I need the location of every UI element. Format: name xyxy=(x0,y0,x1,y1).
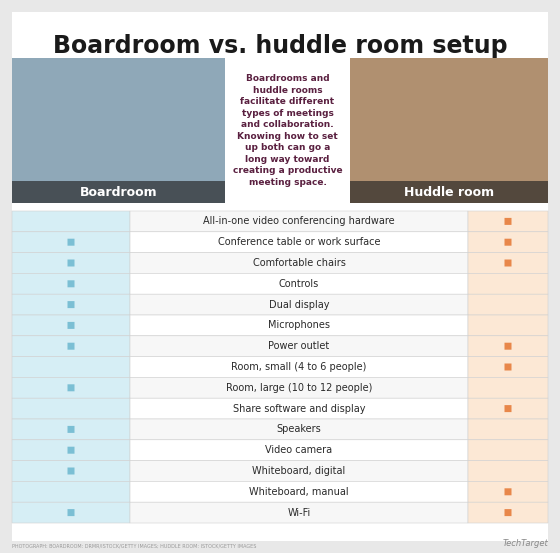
FancyBboxPatch shape xyxy=(130,398,468,419)
FancyBboxPatch shape xyxy=(468,357,548,377)
Text: Controls: Controls xyxy=(279,279,319,289)
Text: Wi-Fi: Wi-Fi xyxy=(287,508,311,518)
Text: Share software and display: Share software and display xyxy=(233,404,365,414)
FancyBboxPatch shape xyxy=(130,232,468,253)
FancyBboxPatch shape xyxy=(68,322,74,329)
FancyBboxPatch shape xyxy=(12,482,130,502)
FancyBboxPatch shape xyxy=(12,336,130,357)
Text: Room, large (10 to 12 people): Room, large (10 to 12 people) xyxy=(226,383,372,393)
FancyBboxPatch shape xyxy=(130,440,468,461)
FancyBboxPatch shape xyxy=(130,419,468,440)
FancyBboxPatch shape xyxy=(68,301,74,308)
FancyBboxPatch shape xyxy=(12,232,130,253)
FancyBboxPatch shape xyxy=(68,509,74,516)
Text: PHOTOGRAPH: BOARDROOM: DRMR/ISTOCK/GETTY IMAGES; HUDDLE ROOM: ISTOCK/GETTY IMAGE: PHOTOGRAPH: BOARDROOM: DRMR/ISTOCK/GETTY… xyxy=(12,543,256,548)
FancyBboxPatch shape xyxy=(130,357,468,377)
FancyBboxPatch shape xyxy=(468,232,548,253)
FancyBboxPatch shape xyxy=(468,377,548,398)
FancyBboxPatch shape xyxy=(12,357,130,377)
FancyBboxPatch shape xyxy=(130,294,468,315)
Text: Dual display: Dual display xyxy=(269,300,329,310)
Text: Boardrooms and
huddle rooms
facilitate different
types of meetings
and collabora: Boardrooms and huddle rooms facilitate d… xyxy=(233,75,342,186)
Text: Speakers: Speakers xyxy=(277,424,321,435)
FancyBboxPatch shape xyxy=(12,294,130,315)
FancyBboxPatch shape xyxy=(68,426,74,433)
Text: Comfortable chairs: Comfortable chairs xyxy=(253,258,346,268)
Text: TechTarget: TechTarget xyxy=(502,539,548,548)
FancyBboxPatch shape xyxy=(130,502,468,523)
FancyBboxPatch shape xyxy=(130,273,468,294)
FancyBboxPatch shape xyxy=(130,377,468,398)
FancyBboxPatch shape xyxy=(68,384,74,392)
Text: Conference table or work surface: Conference table or work surface xyxy=(218,237,380,247)
FancyBboxPatch shape xyxy=(505,343,511,349)
Text: Whiteboard, digital: Whiteboard, digital xyxy=(253,466,346,476)
FancyBboxPatch shape xyxy=(130,315,468,336)
FancyBboxPatch shape xyxy=(12,58,225,203)
FancyBboxPatch shape xyxy=(68,343,74,349)
FancyBboxPatch shape xyxy=(12,377,130,398)
FancyBboxPatch shape xyxy=(468,253,548,273)
Text: Microphones: Microphones xyxy=(268,320,330,330)
FancyBboxPatch shape xyxy=(68,259,74,267)
FancyBboxPatch shape xyxy=(12,273,130,294)
FancyBboxPatch shape xyxy=(468,461,548,482)
FancyBboxPatch shape xyxy=(12,12,548,541)
Text: Boardroom: Boardroom xyxy=(80,185,157,199)
FancyBboxPatch shape xyxy=(68,467,74,474)
FancyBboxPatch shape xyxy=(68,239,74,246)
FancyBboxPatch shape xyxy=(12,461,130,482)
FancyBboxPatch shape xyxy=(130,336,468,357)
Text: Room, small (4 to 6 people): Room, small (4 to 6 people) xyxy=(231,362,367,372)
FancyBboxPatch shape xyxy=(505,363,511,371)
FancyBboxPatch shape xyxy=(468,273,548,294)
Text: Huddle room: Huddle room xyxy=(404,185,494,199)
Text: Power outlet: Power outlet xyxy=(268,341,330,351)
FancyBboxPatch shape xyxy=(130,253,468,273)
FancyBboxPatch shape xyxy=(468,482,548,502)
FancyBboxPatch shape xyxy=(468,294,548,315)
FancyBboxPatch shape xyxy=(12,440,130,461)
FancyBboxPatch shape xyxy=(468,502,548,523)
FancyBboxPatch shape xyxy=(12,181,225,203)
FancyBboxPatch shape xyxy=(12,502,130,523)
FancyBboxPatch shape xyxy=(12,253,130,273)
FancyBboxPatch shape xyxy=(350,181,548,203)
FancyBboxPatch shape xyxy=(130,211,468,232)
FancyBboxPatch shape xyxy=(505,488,511,495)
FancyBboxPatch shape xyxy=(468,336,548,357)
FancyBboxPatch shape xyxy=(505,509,511,516)
FancyBboxPatch shape xyxy=(468,419,548,440)
FancyBboxPatch shape xyxy=(350,58,548,203)
FancyBboxPatch shape xyxy=(468,398,548,419)
FancyBboxPatch shape xyxy=(130,461,468,482)
FancyBboxPatch shape xyxy=(468,211,548,232)
FancyBboxPatch shape xyxy=(12,419,130,440)
Text: Boardroom vs. huddle room setup: Boardroom vs. huddle room setup xyxy=(53,34,507,58)
FancyBboxPatch shape xyxy=(12,315,130,336)
FancyBboxPatch shape xyxy=(68,447,74,453)
Text: All-in-one video conferencing hardware: All-in-one video conferencing hardware xyxy=(203,216,395,226)
FancyBboxPatch shape xyxy=(130,482,468,502)
Text: Video camera: Video camera xyxy=(265,445,333,455)
FancyBboxPatch shape xyxy=(505,405,511,412)
FancyBboxPatch shape xyxy=(12,211,130,232)
Text: Whiteboard, manual: Whiteboard, manual xyxy=(249,487,349,497)
FancyBboxPatch shape xyxy=(505,259,511,267)
FancyBboxPatch shape xyxy=(505,239,511,246)
FancyBboxPatch shape xyxy=(12,398,130,419)
FancyBboxPatch shape xyxy=(468,440,548,461)
FancyBboxPatch shape xyxy=(68,280,74,288)
FancyBboxPatch shape xyxy=(468,315,548,336)
FancyBboxPatch shape xyxy=(505,218,511,225)
